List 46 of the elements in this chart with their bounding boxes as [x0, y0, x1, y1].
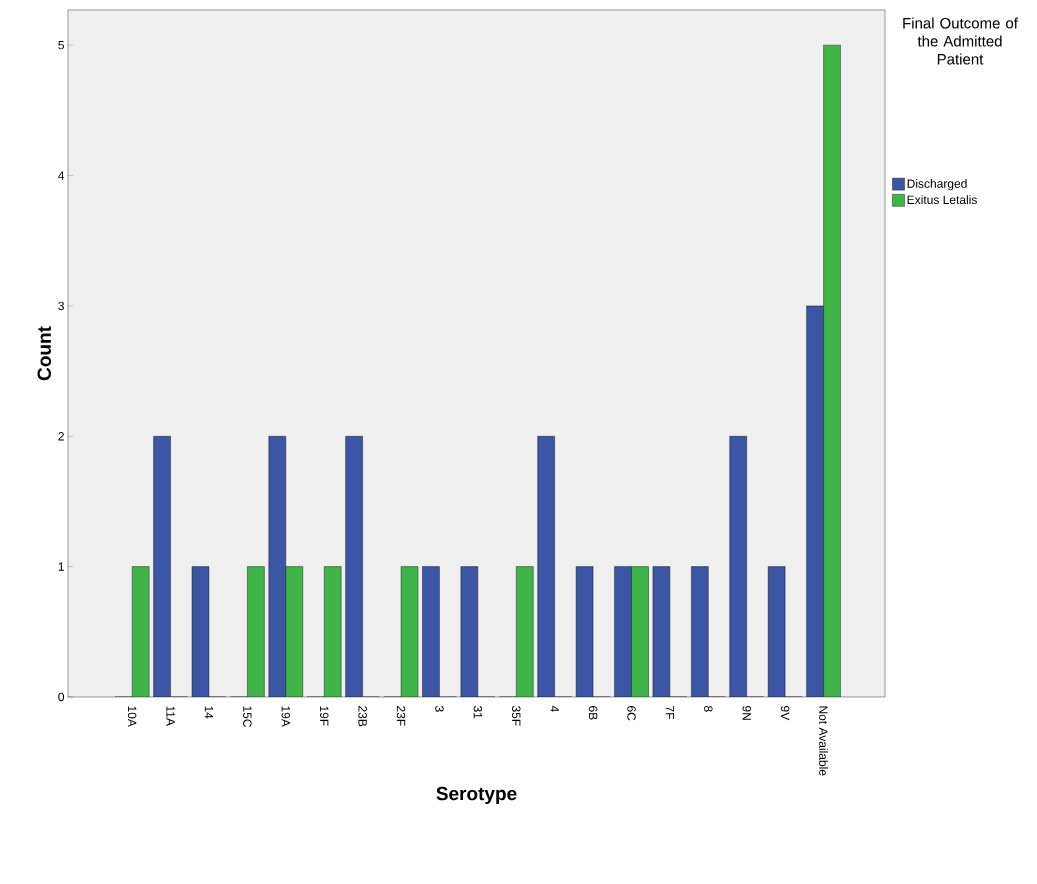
legend-label: Discharged	[907, 179, 967, 191]
x-tick-label: 3	[435, 705, 444, 712]
x-tick-label: 31	[473, 705, 483, 719]
bar	[285, 566, 303, 697]
bar	[631, 566, 649, 697]
x-tick-label: Not Available	[819, 706, 828, 776]
x-tick-label: 15C	[243, 706, 252, 728]
x-tick-label: 23F	[396, 706, 406, 726]
x-tick-label: 19F	[319, 706, 329, 726]
bar	[268, 436, 286, 697]
bar	[614, 566, 632, 697]
bar	[153, 436, 171, 697]
bar	[537, 436, 555, 697]
x-tick-label: 9V	[780, 706, 790, 721]
bar	[823, 44, 841, 697]
x-tick-label: 10A	[127, 706, 137, 727]
bar	[691, 566, 709, 697]
x-tick-label: 9N	[742, 706, 751, 720]
y-axis-title: Count	[37, 326, 51, 381]
x-tick-label: 11A	[166, 706, 175, 726]
y-tick-label: 2	[58, 432, 64, 441]
bar	[132, 566, 150, 697]
x-tick-label: 35F	[512, 705, 521, 726]
x-tick-label: 23B	[358, 706, 367, 727]
bar	[345, 436, 363, 697]
legend-label: Exitus Letalis	[907, 195, 977, 205]
bar	[324, 566, 342, 697]
x-tick-label: 6C	[627, 706, 636, 721]
bar	[806, 305, 824, 697]
x-tick-label: 19A	[281, 706, 291, 727]
legend-title: Final Outcome of the Admitted Patient	[903, 17, 1018, 65]
x-tick-label: 4	[550, 705, 559, 712]
x-tick-label: 7F	[665, 706, 675, 720]
x-tick-label: 14	[204, 706, 214, 719]
bar	[247, 566, 265, 697]
x-tick-label: 6B	[588, 706, 598, 720]
x-tick-label: 8	[704, 706, 713, 712]
y-tick-label: 5	[58, 40, 64, 50]
bar	[422, 566, 440, 697]
bar	[729, 436, 747, 697]
bar	[516, 566, 534, 697]
x-axis-title: Serotype	[436, 786, 517, 805]
y-tick-label: 1	[58, 562, 64, 571]
y-tick-label: 0	[58, 692, 65, 702]
y-tick-label: 3	[58, 301, 64, 311]
y-tick-label: 4	[58, 171, 65, 180]
